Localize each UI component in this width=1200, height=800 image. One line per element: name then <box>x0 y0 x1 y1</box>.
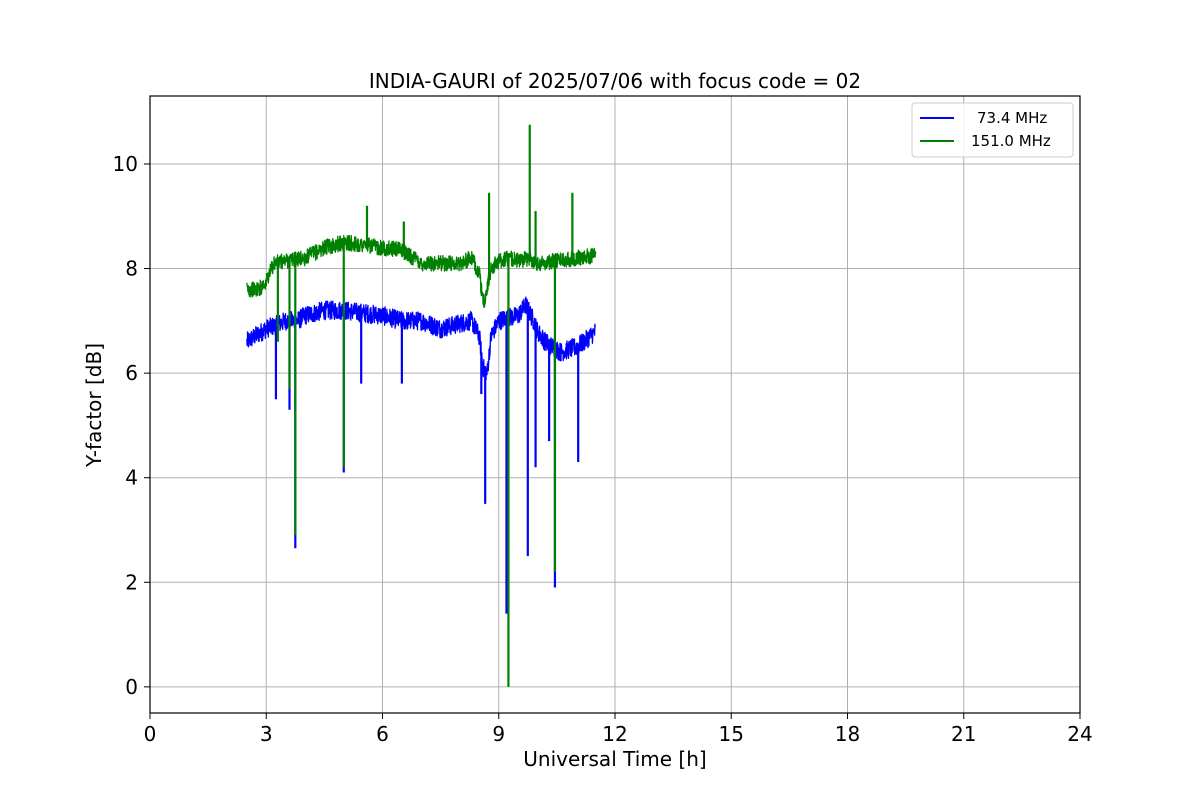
x-axis-ticks: 0 3 6 9 12 15 18 21 24 <box>144 713 1093 746</box>
legend-box <box>911 102 1074 158</box>
x-tick-label: 18 <box>835 722 860 746</box>
y-axis-ticks: 0 2 4 6 8 10 <box>113 152 150 699</box>
x-tick-label: 3 <box>260 722 273 746</box>
y-tick-label: 4 <box>125 466 138 490</box>
x-tick-label: 15 <box>719 722 744 746</box>
x-axis-label: Universal Time [h] <box>523 747 706 771</box>
legend-label-151-mhz: 151.0 MHz <box>971 132 1051 150</box>
x-tick-label: 0 <box>144 722 157 746</box>
y-tick-label: 8 <box>125 257 138 281</box>
x-tick-label: 21 <box>951 722 976 746</box>
y-axis-label: Y-factor [dB] <box>82 343 106 468</box>
plot-series <box>246 124 597 687</box>
y-tick-label: 0 <box>125 675 138 699</box>
x-tick-label: 6 <box>376 722 389 746</box>
y-tick-label: 10 <box>113 152 138 176</box>
legend: 73.4 MHz 151.0 MHz <box>911 102 1074 158</box>
y-tick-label: 2 <box>125 570 138 594</box>
x-tick-label: 9 <box>492 722 505 746</box>
chart-title: INDIA-GAURI of 2025/07/06 with focus cod… <box>369 69 861 93</box>
y-tick-label: 6 <box>125 361 138 385</box>
x-tick-label: 24 <box>1067 722 1092 746</box>
legend-label-73-mhz: 73.4 MHz <box>977 109 1047 127</box>
series-line-0 <box>246 296 597 381</box>
x-tick-label: 12 <box>602 722 627 746</box>
series-line-1 <box>246 234 597 308</box>
